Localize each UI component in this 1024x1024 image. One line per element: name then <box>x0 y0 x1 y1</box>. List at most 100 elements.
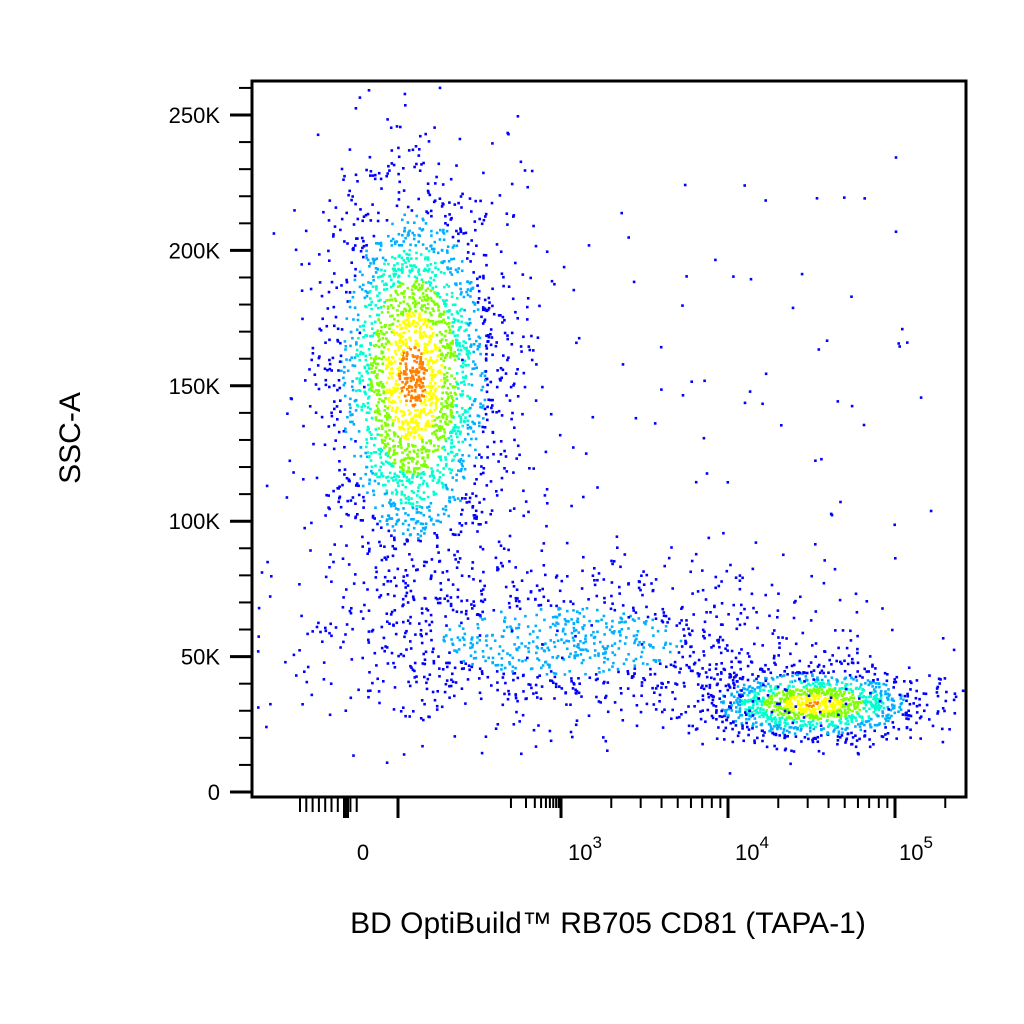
data-point <box>422 491 426 494</box>
data-point <box>435 533 439 537</box>
data-point <box>879 691 882 695</box>
data-point <box>708 633 711 637</box>
data-point <box>864 682 867 685</box>
data-point <box>820 700 824 704</box>
data-point <box>431 450 435 453</box>
data-point <box>411 595 415 598</box>
data-point <box>380 461 384 464</box>
data-point <box>356 237 359 240</box>
data-point <box>337 379 341 382</box>
data-point <box>384 282 388 285</box>
data-point <box>401 313 405 317</box>
data-point <box>717 584 721 588</box>
data-point <box>481 588 485 591</box>
data-point <box>367 609 371 612</box>
data-point <box>805 695 809 698</box>
data-point <box>411 231 414 235</box>
data-point <box>395 452 399 455</box>
data-point <box>393 504 396 507</box>
data-point <box>446 342 449 346</box>
data-point <box>385 391 388 394</box>
data-point <box>431 479 435 482</box>
data-point <box>396 435 400 438</box>
data-point <box>396 262 399 265</box>
data-point <box>873 707 877 710</box>
data-point <box>292 653 296 657</box>
data-point <box>482 274 485 278</box>
data-point <box>369 407 372 411</box>
data-point <box>343 381 347 385</box>
data-point <box>532 630 535 633</box>
data-point <box>502 354 505 357</box>
data-point <box>351 364 355 367</box>
data-point <box>416 380 419 383</box>
data-point <box>620 620 623 624</box>
data-point <box>393 390 396 393</box>
data-point <box>395 389 398 392</box>
data-point <box>403 296 406 299</box>
data-point <box>879 705 883 708</box>
data-point <box>437 426 441 429</box>
data-point <box>776 675 779 679</box>
data-point <box>858 725 862 728</box>
data-point <box>500 663 503 667</box>
data-point <box>752 606 755 610</box>
data-point <box>710 676 713 680</box>
data-point <box>394 272 398 276</box>
data-point <box>405 538 409 541</box>
data-point <box>716 673 719 676</box>
data-point <box>850 720 854 723</box>
data-point <box>403 413 406 417</box>
data-point <box>402 356 405 359</box>
data-point <box>376 276 380 279</box>
data-point <box>458 522 461 525</box>
data-point <box>408 313 411 316</box>
data-point <box>387 413 390 417</box>
data-point <box>597 667 601 670</box>
data-point <box>842 703 845 707</box>
data-point <box>564 620 568 623</box>
data-point <box>905 726 909 730</box>
data-point <box>396 285 400 289</box>
data-point <box>837 730 841 733</box>
data-point <box>738 700 742 703</box>
data-point <box>392 272 396 276</box>
data-point <box>369 452 373 455</box>
data-point <box>483 407 487 411</box>
data-point <box>358 379 362 383</box>
data-point <box>542 564 546 567</box>
data-point <box>372 234 376 238</box>
data-point <box>419 414 422 418</box>
data-point <box>612 632 615 635</box>
data-point <box>779 721 782 724</box>
data-point <box>478 424 481 428</box>
data-point <box>682 681 686 685</box>
data-point <box>510 417 513 421</box>
data-point <box>792 685 795 688</box>
data-point <box>763 702 767 706</box>
data-point <box>696 683 700 686</box>
data-point <box>795 720 798 724</box>
data-point <box>422 479 426 483</box>
data-point <box>391 222 394 226</box>
data-point <box>735 710 738 713</box>
data-point <box>740 603 743 607</box>
data-point <box>859 685 862 689</box>
data-point <box>430 410 433 414</box>
data-point <box>470 638 473 641</box>
data-point <box>512 471 515 474</box>
data-point <box>422 513 426 517</box>
data-point <box>333 400 336 403</box>
data-point <box>424 395 427 398</box>
data-point <box>417 486 420 489</box>
data-point <box>606 657 609 661</box>
data-point <box>420 304 424 307</box>
data-point <box>454 681 458 684</box>
data-point <box>618 631 622 634</box>
data-point <box>371 364 374 367</box>
data-point <box>761 711 765 715</box>
data-point <box>518 600 521 603</box>
data-point <box>406 421 409 425</box>
data-point <box>356 354 359 357</box>
data-point <box>776 702 779 706</box>
